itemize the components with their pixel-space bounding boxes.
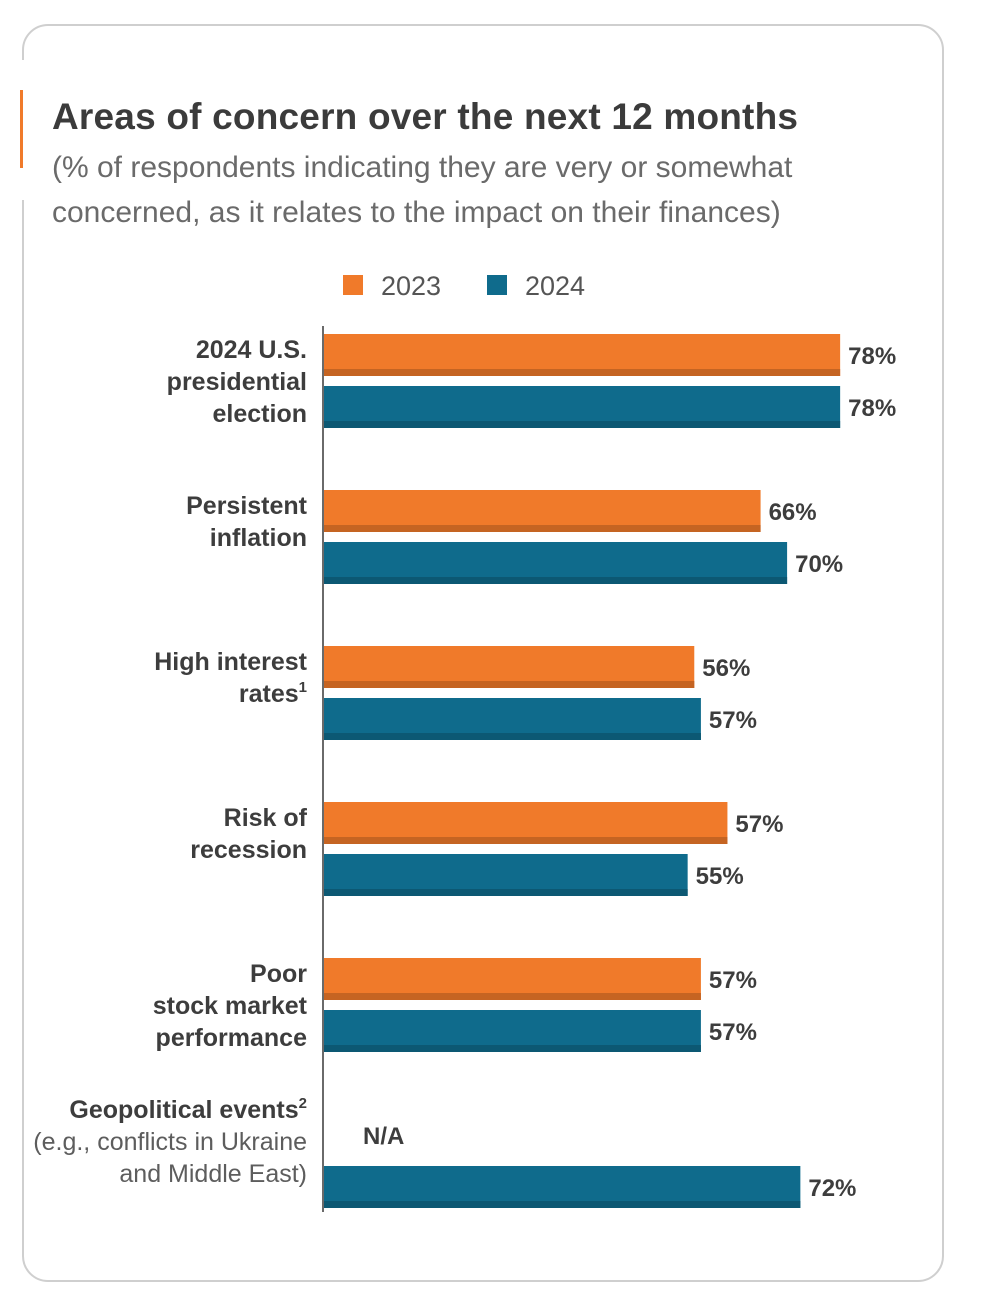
chart-subtitle: (% of respondents indicating they are ve… (52, 151, 793, 229)
category-label-4-line-2: performance (156, 1024, 308, 1052)
bar-shadow-2024-1 (323, 577, 788, 584)
value-label-2023-3: 57% (735, 811, 783, 838)
legend-label-2023: 2023 (381, 271, 441, 301)
value-label-2024-5: 72% (808, 1175, 856, 1202)
category-label-5-line-0: Geopolitical events2 (69, 1095, 307, 1124)
bar-shadow-2024-5 (323, 1201, 801, 1208)
bar-shadow-2023-1 (323, 525, 761, 532)
category-label-1-line-1: inflation (210, 524, 307, 552)
bar-shadow-2023-4 (323, 993, 701, 1000)
bar-shadow-2023-3 (323, 837, 728, 844)
category-label-4-line-1: stock market (153, 992, 308, 1020)
value-label-2023-5: N/A (363, 1123, 404, 1150)
category-label-2-line-0: High interest (154, 648, 307, 676)
bar-shadow-2023-0 (323, 369, 841, 376)
category-label-3-line-1: recession (190, 836, 307, 864)
bar-shadow-2024-3 (323, 889, 688, 896)
category-label-0-line-2: election (213, 400, 307, 428)
category-label-0-line-1: presidential (167, 368, 307, 396)
value-label-2024-2: 57% (709, 707, 757, 734)
legend-label-2024: 2024 (525, 271, 585, 301)
value-label-2023-0: 78% (848, 343, 896, 370)
bar-shadow-2024-4 (323, 1045, 701, 1052)
value-label-2024-0: 78% (848, 395, 896, 422)
category-sublabel-5-line-1: and Middle East) (119, 1160, 307, 1188)
value-label-2023-1: 66% (769, 499, 817, 526)
category-sublabel-5-line-0: (e.g., conflicts in Ukraine (33, 1128, 307, 1156)
bar-shadow-2024-0 (323, 421, 841, 428)
chart-title: Areas of concern over the next 12 months (52, 96, 799, 137)
value-label-2024-3: 55% (696, 863, 744, 890)
value-label-2024-4: 57% (709, 1019, 757, 1046)
legend-swatch-2024 (487, 275, 507, 295)
title-accent-bar (20, 90, 23, 168)
bar-shadow-2023-2 (323, 681, 695, 688)
bar-shadow-2024-2 (323, 733, 701, 740)
value-label-2023-2: 56% (702, 655, 750, 682)
category-label-4-line-0: Poor (250, 960, 307, 988)
category-label-3-line-0: Risk of (224, 804, 308, 832)
category-label-1-line-0: Persistent (186, 492, 308, 520)
legend-swatch-2023 (343, 275, 363, 295)
category-label-0-line-0: 2024 U.S. (196, 336, 307, 364)
category-label-2-line-1: rates1 (239, 679, 307, 708)
value-label-2024-1: 70% (795, 551, 843, 578)
value-label-2023-4: 57% (709, 967, 757, 994)
